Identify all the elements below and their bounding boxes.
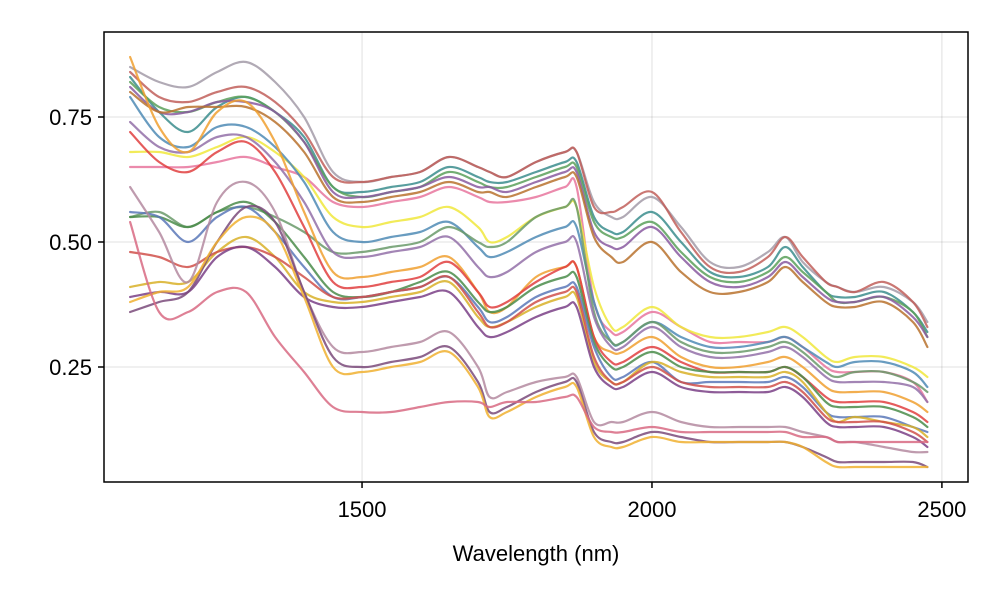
series-line-9 xyxy=(129,95,929,389)
plot-frame xyxy=(103,31,969,483)
series-lines xyxy=(129,55,929,469)
series-line-14 xyxy=(129,200,929,429)
series-line-2 xyxy=(129,70,929,329)
series-line-7 xyxy=(129,155,929,404)
x-tick-label: 2500 xyxy=(917,497,966,522)
y-axis: 0.25 0.50 0.75 xyxy=(49,105,104,380)
series-line-19 xyxy=(129,180,929,454)
series-line-12 xyxy=(129,55,929,414)
series-line-3 xyxy=(129,75,929,334)
series-line-17 xyxy=(129,245,929,444)
series-line-20 xyxy=(129,204,929,469)
series-line-11 xyxy=(129,120,929,404)
x-axis: 1500 2000 2500 xyxy=(338,482,966,522)
series-line-10 xyxy=(129,197,929,394)
series-line-16 xyxy=(129,235,929,439)
y-tick-label: 0.25 xyxy=(49,355,92,380)
series-line-6 xyxy=(129,90,929,349)
y-tick-label: 0.50 xyxy=(49,230,92,255)
y-tick-label: 0.75 xyxy=(49,105,92,130)
series-line-22 xyxy=(129,220,929,444)
x-axis-label: Wavelength (nm) xyxy=(453,541,620,566)
series-line-21 xyxy=(129,215,929,469)
series-line-18 xyxy=(129,245,929,449)
x-tick-label: 1500 xyxy=(338,497,387,522)
series-line-5 xyxy=(129,85,929,339)
grid xyxy=(104,32,968,482)
series-line-13 xyxy=(129,130,929,424)
x-tick-label: 2000 xyxy=(627,497,676,522)
